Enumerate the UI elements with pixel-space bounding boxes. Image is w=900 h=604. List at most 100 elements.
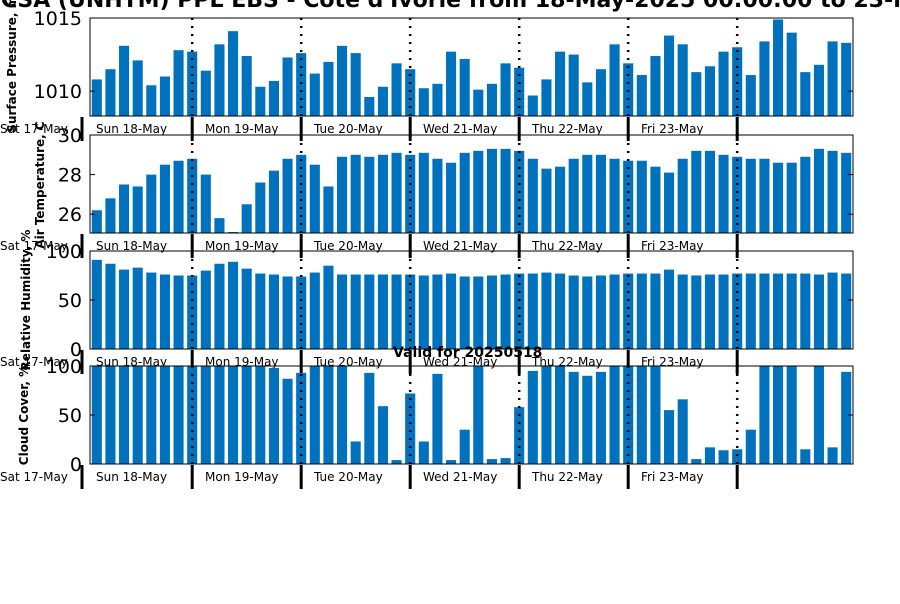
bar-panel3-49 — [759, 273, 770, 349]
bar-panel4-12 — [255, 366, 266, 464]
bar-panel3-45 — [704, 274, 715, 349]
bar-panel4-9 — [214, 366, 225, 464]
bar-panel3-42 — [664, 269, 675, 349]
day-label-panel4-6: Fri 23-May — [641, 470, 704, 484]
bar-panel4-2 — [119, 366, 130, 464]
bar-panel1-9 — [214, 44, 225, 116]
bar-panel4-41 — [650, 366, 661, 464]
bar-panel2-35 — [568, 158, 579, 233]
bar-panel3-32 — [527, 273, 538, 349]
bar-panel1-29 — [486, 83, 497, 116]
bar-panel2-33 — [541, 168, 552, 233]
bar-panel2-34 — [555, 166, 566, 233]
figure-title: Go CSA (UNHTM) PPL EBS - Cote d'Ivorie f… — [0, 0, 900, 13]
bar-panel4-19 — [350, 441, 361, 464]
bar-panel2-27 — [459, 152, 470, 233]
day-label-panel1-1: Sun 18-May — [96, 122, 167, 136]
bar-panel3-51 — [786, 273, 797, 349]
bar-panel3-39 — [623, 273, 634, 349]
bar-panel4-1 — [105, 366, 116, 464]
bar-panel1-49 — [759, 41, 770, 116]
bar-panel1-48 — [745, 75, 756, 116]
bar-panel4-31 — [514, 407, 525, 464]
bar-panel3-4 — [146, 272, 157, 349]
bar-panel1-55 — [841, 42, 852, 117]
bar-panel2-24 — [418, 152, 429, 233]
ylabel-panel2: Air Temperature, C — [33, 121, 47, 249]
bar-panel3-9 — [214, 263, 225, 349]
bar-panel2-15 — [296, 154, 307, 233]
bar-panel2-26 — [446, 162, 457, 233]
bar-panel1-39 — [623, 63, 634, 116]
bar-panel1-43 — [677, 44, 688, 116]
bar-panel1-45 — [704, 66, 715, 116]
bar-panel1-25 — [432, 83, 443, 116]
bar-panel2-42 — [664, 172, 675, 233]
bar-panel4-42 — [664, 410, 675, 464]
bar-panel4-47 — [732, 449, 743, 464]
day-label-panel1-5: Thu 22-May — [531, 122, 603, 136]
bar-panel2-40 — [636, 160, 647, 233]
bar-panel3-53 — [813, 274, 824, 349]
bar-panel1-53 — [813, 64, 824, 116]
day-label-panel1-0: Sat 17-May — [0, 122, 68, 136]
bar-panel3-15 — [296, 276, 307, 349]
bar-panel1-35 — [568, 54, 579, 116]
bar-panel1-5 — [159, 76, 170, 116]
bar-panel4-30 — [500, 458, 511, 464]
day-label-panel4-5: Thu 22-May — [531, 470, 603, 484]
bar-panel3-41 — [650, 273, 661, 349]
bar-panel3-0 — [91, 259, 102, 349]
bar-panel2-17 — [323, 186, 334, 233]
bar-panel3-17 — [323, 265, 334, 349]
bar-panel3-28 — [473, 276, 484, 349]
bar-panel2-41 — [650, 166, 661, 233]
ylabel-panel4: Cloud Cover, % — [17, 365, 31, 465]
bar-panel3-48 — [745, 273, 756, 349]
ytick-label-panel4: 50 — [58, 405, 82, 427]
bar-panel1-11 — [241, 56, 252, 116]
day-label-panel2-1: Sun 18-May — [96, 239, 167, 253]
bar-panel3-35 — [568, 275, 579, 349]
bar-panel4-29 — [486, 459, 497, 464]
bar-panel1-1 — [105, 69, 116, 116]
bar-panel4-11 — [241, 366, 252, 464]
day-label-panel2-3: Tue 20-May — [313, 239, 383, 253]
bar-panel4-25 — [432, 373, 443, 464]
day-label-panel3-0: Sat 17-May — [0, 355, 68, 369]
bar-panel1-42 — [664, 35, 675, 116]
bar-panel3-2 — [119, 269, 130, 349]
bar-panel4-28 — [473, 366, 484, 464]
bar-panel2-36 — [582, 154, 593, 233]
bar-panel1-33 — [541, 79, 552, 116]
bar-panel4-8 — [200, 366, 211, 464]
bar-panel2-46 — [718, 154, 729, 233]
bar-panel4-49 — [759, 366, 770, 464]
day-label-panel4-4: Wed 21-May — [423, 470, 497, 484]
bar-panel2-13 — [268, 170, 279, 233]
bar-panel2-2 — [119, 184, 130, 233]
bar-panel4-53 — [813, 366, 824, 464]
bar-panel2-18 — [337, 156, 348, 233]
day-label-panel2-4: Wed 21-May — [423, 239, 497, 253]
ytick-label-panel1: 1010 — [34, 81, 82, 103]
bar-panel4-48 — [745, 429, 756, 464]
ytick-label-panel2: 30 — [58, 125, 82, 147]
day-label-panel4-0: Sat 17-May — [0, 470, 68, 484]
bar-panel1-8 — [200, 70, 211, 116]
bar-panel1-32 — [527, 95, 538, 116]
bar-panel3-12 — [255, 273, 266, 349]
bar-panel1-40 — [636, 75, 647, 116]
bar-panel3-10 — [228, 261, 239, 349]
bar-panel3-22 — [391, 274, 402, 349]
bar-panel3-7 — [187, 275, 198, 349]
bar-panel1-54 — [827, 41, 838, 116]
day-label-panel3-6: Fri 23-May — [641, 355, 704, 369]
bar-panel3-8 — [200, 270, 211, 349]
bar-panel2-23 — [405, 154, 416, 233]
bar-panel1-36 — [582, 82, 593, 116]
bar-panel2-4 — [146, 174, 157, 233]
bar-panel3-5 — [159, 274, 170, 349]
day-label-panel1-3: Tue 20-May — [313, 122, 383, 136]
